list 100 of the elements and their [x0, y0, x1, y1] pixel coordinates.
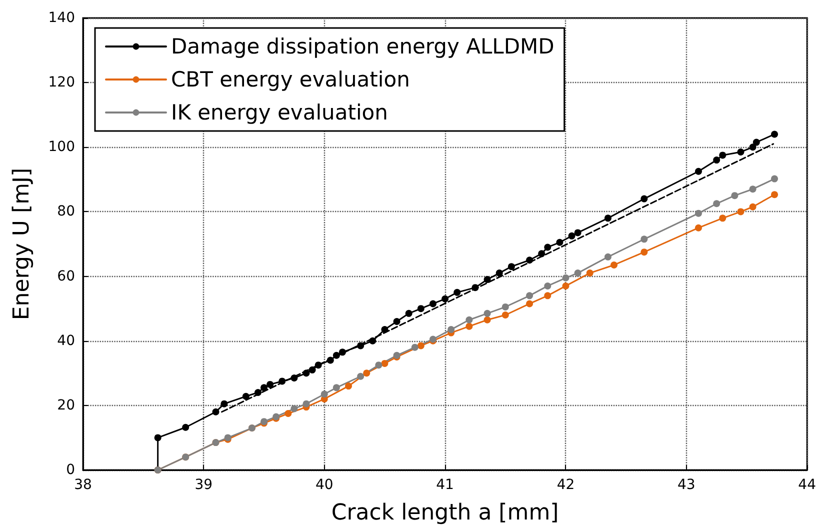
- x-tick-label: 44: [798, 477, 816, 493]
- point: [454, 288, 461, 296]
- point: [290, 374, 298, 382]
- point: [719, 152, 726, 159]
- point: [731, 192, 738, 200]
- point: [502, 303, 509, 310]
- point: [357, 372, 364, 380]
- x-axis-title: Crack length a [mm]: [331, 500, 559, 526]
- point: [326, 356, 334, 364]
- point: [771, 191, 778, 198]
- point: [345, 382, 352, 390]
- point: [737, 208, 744, 216]
- point: [381, 360, 388, 367]
- x-tick-label: 38: [74, 477, 92, 493]
- legend-label: Damage dissipation energy ALLDMD: [171, 34, 554, 58]
- point: [526, 300, 534, 308]
- point: [417, 305, 424, 312]
- point: [154, 434, 162, 442]
- point: [266, 380, 274, 388]
- point: [442, 295, 449, 302]
- point: [357, 342, 364, 350]
- point: [604, 253, 612, 260]
- point: [284, 410, 292, 417]
- point: [369, 337, 376, 344]
- x-tick-label: 42: [556, 477, 575, 493]
- point: [254, 389, 262, 396]
- x-tick-label: 43: [677, 477, 696, 493]
- point: [242, 392, 250, 400]
- point: [502, 312, 509, 319]
- point: [694, 210, 702, 217]
- point: [411, 344, 418, 351]
- point: [314, 362, 322, 369]
- point: [508, 263, 515, 270]
- y-tick-label: 140: [48, 10, 75, 26]
- point: [496, 270, 503, 277]
- point: [610, 261, 618, 268]
- point: [405, 310, 412, 317]
- point: [694, 224, 702, 232]
- y-tick-label: 120: [48, 74, 75, 91]
- point: [212, 408, 220, 416]
- point: [278, 378, 286, 385]
- y-tick-label: 40: [57, 332, 75, 349]
- point: [556, 238, 564, 246]
- point: [363, 370, 370, 377]
- point: [640, 195, 648, 202]
- y-tick-label: 80: [57, 204, 75, 220]
- x-tick-label: 40: [315, 477, 334, 493]
- legend-label: CBT energy evaluation: [171, 68, 410, 92]
- point: [526, 256, 534, 264]
- point: [526, 292, 534, 300]
- point: [393, 318, 400, 325]
- point: [417, 342, 424, 350]
- point: [771, 175, 778, 182]
- point: [574, 270, 582, 277]
- point: [562, 282, 570, 290]
- point: [574, 229, 582, 236]
- point: [260, 384, 268, 392]
- point: [320, 390, 328, 398]
- x-tick-label: 39: [194, 477, 213, 493]
- point: [429, 300, 436, 308]
- point: [484, 276, 491, 284]
- point: [332, 352, 340, 359]
- point: [544, 244, 552, 251]
- point: [484, 316, 491, 324]
- y-tick-label: 20: [57, 397, 75, 414]
- point: [749, 203, 756, 210]
- point: [182, 424, 190, 431]
- x-tick-label: 41: [436, 477, 454, 493]
- point: [544, 282, 552, 290]
- point: [604, 214, 612, 222]
- y-tick-label: 0: [66, 462, 75, 478]
- point: [737, 148, 744, 156]
- point: [290, 405, 298, 412]
- point: [771, 130, 778, 138]
- point: [749, 186, 756, 193]
- legend-label: IK energy evaluation: [171, 100, 388, 124]
- point: [544, 292, 552, 300]
- point: [713, 200, 720, 208]
- point: [302, 370, 310, 377]
- point: [484, 310, 491, 317]
- point: [472, 284, 479, 292]
- point: [586, 270, 594, 277]
- point: [220, 400, 228, 408]
- point: [713, 156, 720, 164]
- point: [375, 362, 382, 369]
- point: [448, 326, 455, 334]
- point: [749, 144, 756, 151]
- point: [752, 138, 760, 146]
- point: [568, 232, 576, 240]
- point: [466, 316, 473, 324]
- point: [302, 400, 310, 408]
- point: [694, 168, 702, 175]
- point: [640, 236, 648, 243]
- point: [338, 348, 346, 356]
- point: [719, 214, 726, 222]
- y-tick-label: 60: [57, 268, 75, 284]
- point: [538, 250, 546, 258]
- y-tick-label: 100: [48, 139, 75, 156]
- point: [562, 274, 570, 282]
- point: [381, 326, 388, 334]
